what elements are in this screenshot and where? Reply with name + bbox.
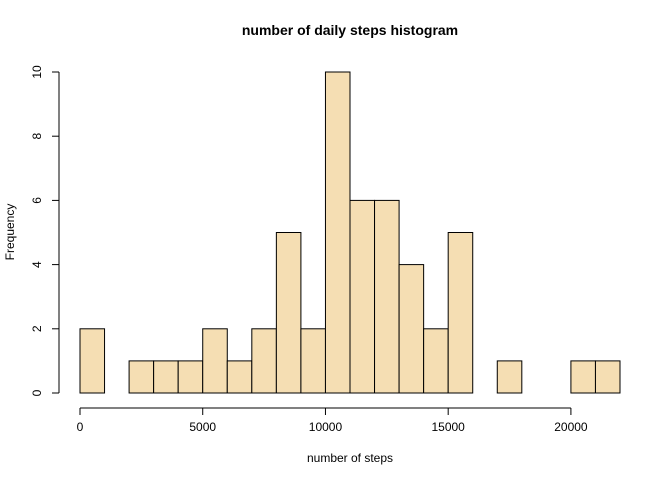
x-tick-label: 10000 [309,420,343,434]
histogram-bar [447,232,474,394]
x-axis-label: number of steps [307,451,393,465]
x-tick-label: 20000 [554,420,588,434]
histogram-bar [275,232,302,394]
y-tick-label: 10 [30,65,44,79]
histogram-bar [398,264,425,394]
x-tick-label: 15000 [431,420,465,434]
histogram-bar [300,328,326,394]
histogram-bar [570,360,596,394]
y-tick-label: 4 [30,261,44,268]
x-tick-label: 5000 [189,420,216,434]
histogram-bar [153,360,179,394]
histogram-bar [374,199,400,394]
histogram-bar [177,360,204,394]
y-tick-label: 6 [30,197,44,204]
histogram-bar [423,328,449,394]
y-tick-label: 8 [30,133,44,140]
x-axis: 0 5000 10000 15000 20000 [77,407,588,434]
histogram-bar [226,360,253,394]
histogram-bar [202,328,228,394]
x-tick-label: 0 [77,420,84,434]
chart-title: number of daily steps histogram [242,22,458,38]
y-axis-label: Frequency [3,204,17,261]
histogram-bar [79,328,106,394]
y-tick-label: 0 [30,389,44,396]
y-axis: 0 2 4 6 8 10 [30,65,60,396]
histogram-bar [496,360,523,394]
histogram-bar [324,71,351,394]
histogram-bar [349,199,376,394]
histogram-bar [128,360,155,394]
y-tick-label: 2 [30,325,44,332]
bars-group [79,71,621,394]
histogram-bar [594,360,621,394]
histogram-bar [251,328,277,394]
